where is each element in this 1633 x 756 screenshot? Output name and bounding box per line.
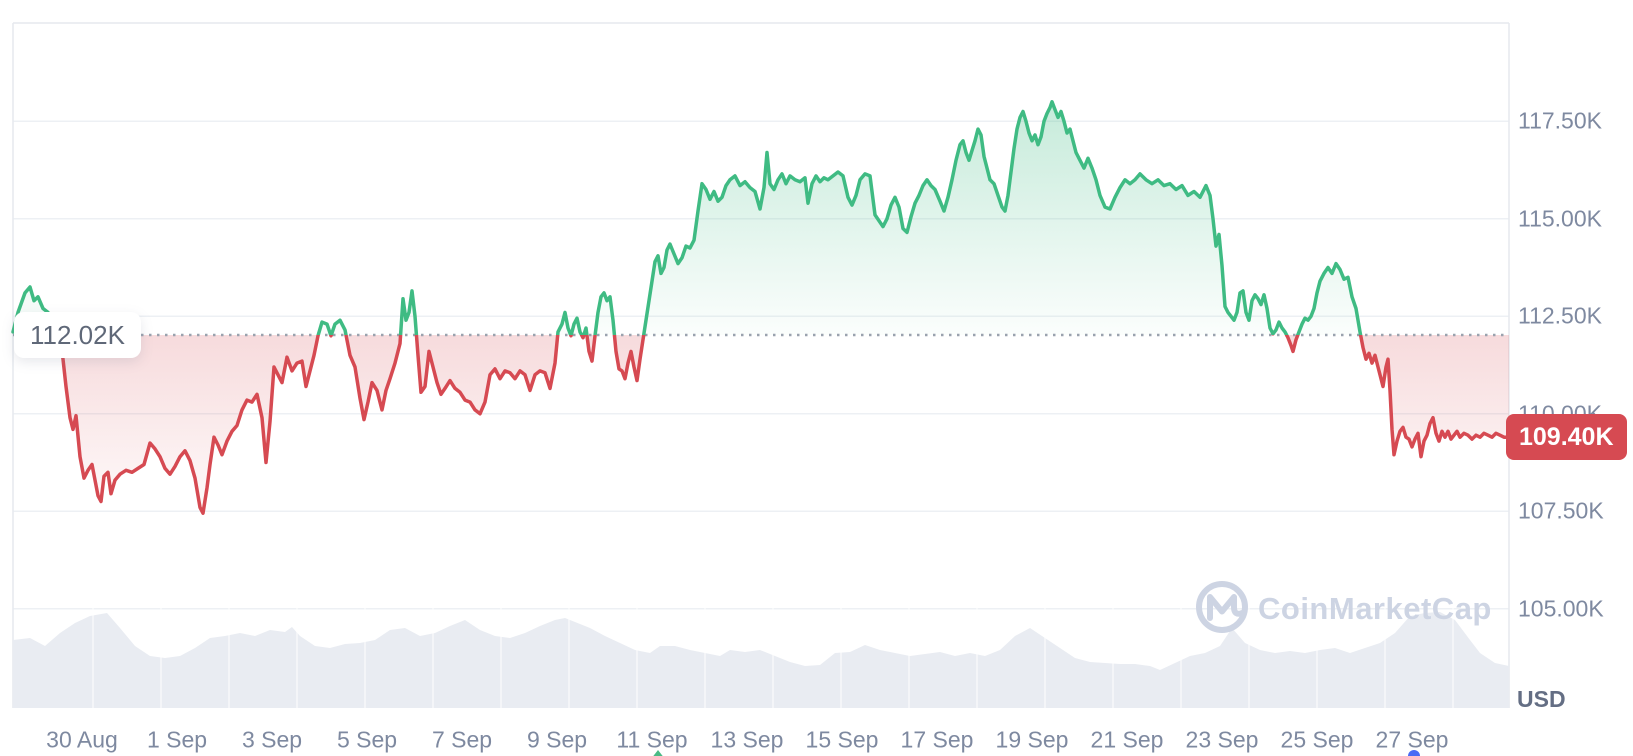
price-line-up (11, 100, 1363, 335)
x-axis-label-7-Sep: 7 Sep (431, 726, 493, 753)
coinmarketcap-watermark-text: CoinMarketCap (1258, 591, 1492, 626)
x-axis-label-9-Sep: 9 Sep (526, 726, 588, 753)
coinmarketcap-watermark: CoinMarketCap (1196, 581, 1492, 633)
x-axis-label-17-Sep: 17 Sep (900, 726, 974, 753)
area-fill-above-baseline (13, 101, 1509, 335)
baseline-price-label: 112.02K (30, 319, 125, 350)
x-axis-label-11-Sep: 11 Sep (616, 726, 688, 753)
x-axis-label-30-Aug: 30 Aug (46, 726, 118, 753)
volume-histogram (13, 612, 1509, 708)
x-axis-label-27-Sep: 27 Sep (1375, 726, 1449, 753)
y-axis-label-11250K: 112.50K (1518, 302, 1602, 329)
x-axis-label-21-Sep: 21 Sep (1090, 726, 1164, 753)
event-dot-icon[interactable] (1408, 750, 1420, 756)
x-axis-label-19-Sep: 19 Sep (995, 726, 1069, 753)
area-fill-below-baseline (13, 335, 1509, 514)
x-axis-label-13-Sep: 13 Sep (710, 726, 784, 753)
price-line-down (58, 335, 1511, 515)
y-axis-label-10750K: 107.50K (1518, 497, 1604, 524)
coinmarketcap-logo-m (1207, 594, 1245, 621)
x-axis-label-23-Sep: 23 Sep (1185, 726, 1259, 753)
x-axis-label-1-Sep: 1 Sep (146, 726, 208, 753)
y-axis-label-10500K: 105.00K (1518, 595, 1604, 622)
coinmarketcap-logo-icon (1196, 581, 1248, 633)
y-axis-label-11750K: 117.50K (1518, 107, 1602, 134)
y-axis-label-11500K: 115.00K (1518, 205, 1602, 232)
event-caret-icon[interactable] (651, 750, 665, 756)
current-price-badge: 109.40K (1506, 414, 1627, 461)
baseline-price-pill: 112.02K (14, 312, 141, 358)
x-axis-label-5-Sep: 5 Sep (336, 726, 398, 753)
currency-code-label: USD (1517, 686, 1566, 712)
x-axis-label-3-Sep: 3 Sep (241, 726, 303, 753)
x-axis-label-15-Sep: 15 Sep (805, 726, 879, 753)
x-axis-label-25-Sep: 25 Sep (1280, 726, 1354, 753)
current-price-label: 109.40K (1519, 422, 1614, 451)
